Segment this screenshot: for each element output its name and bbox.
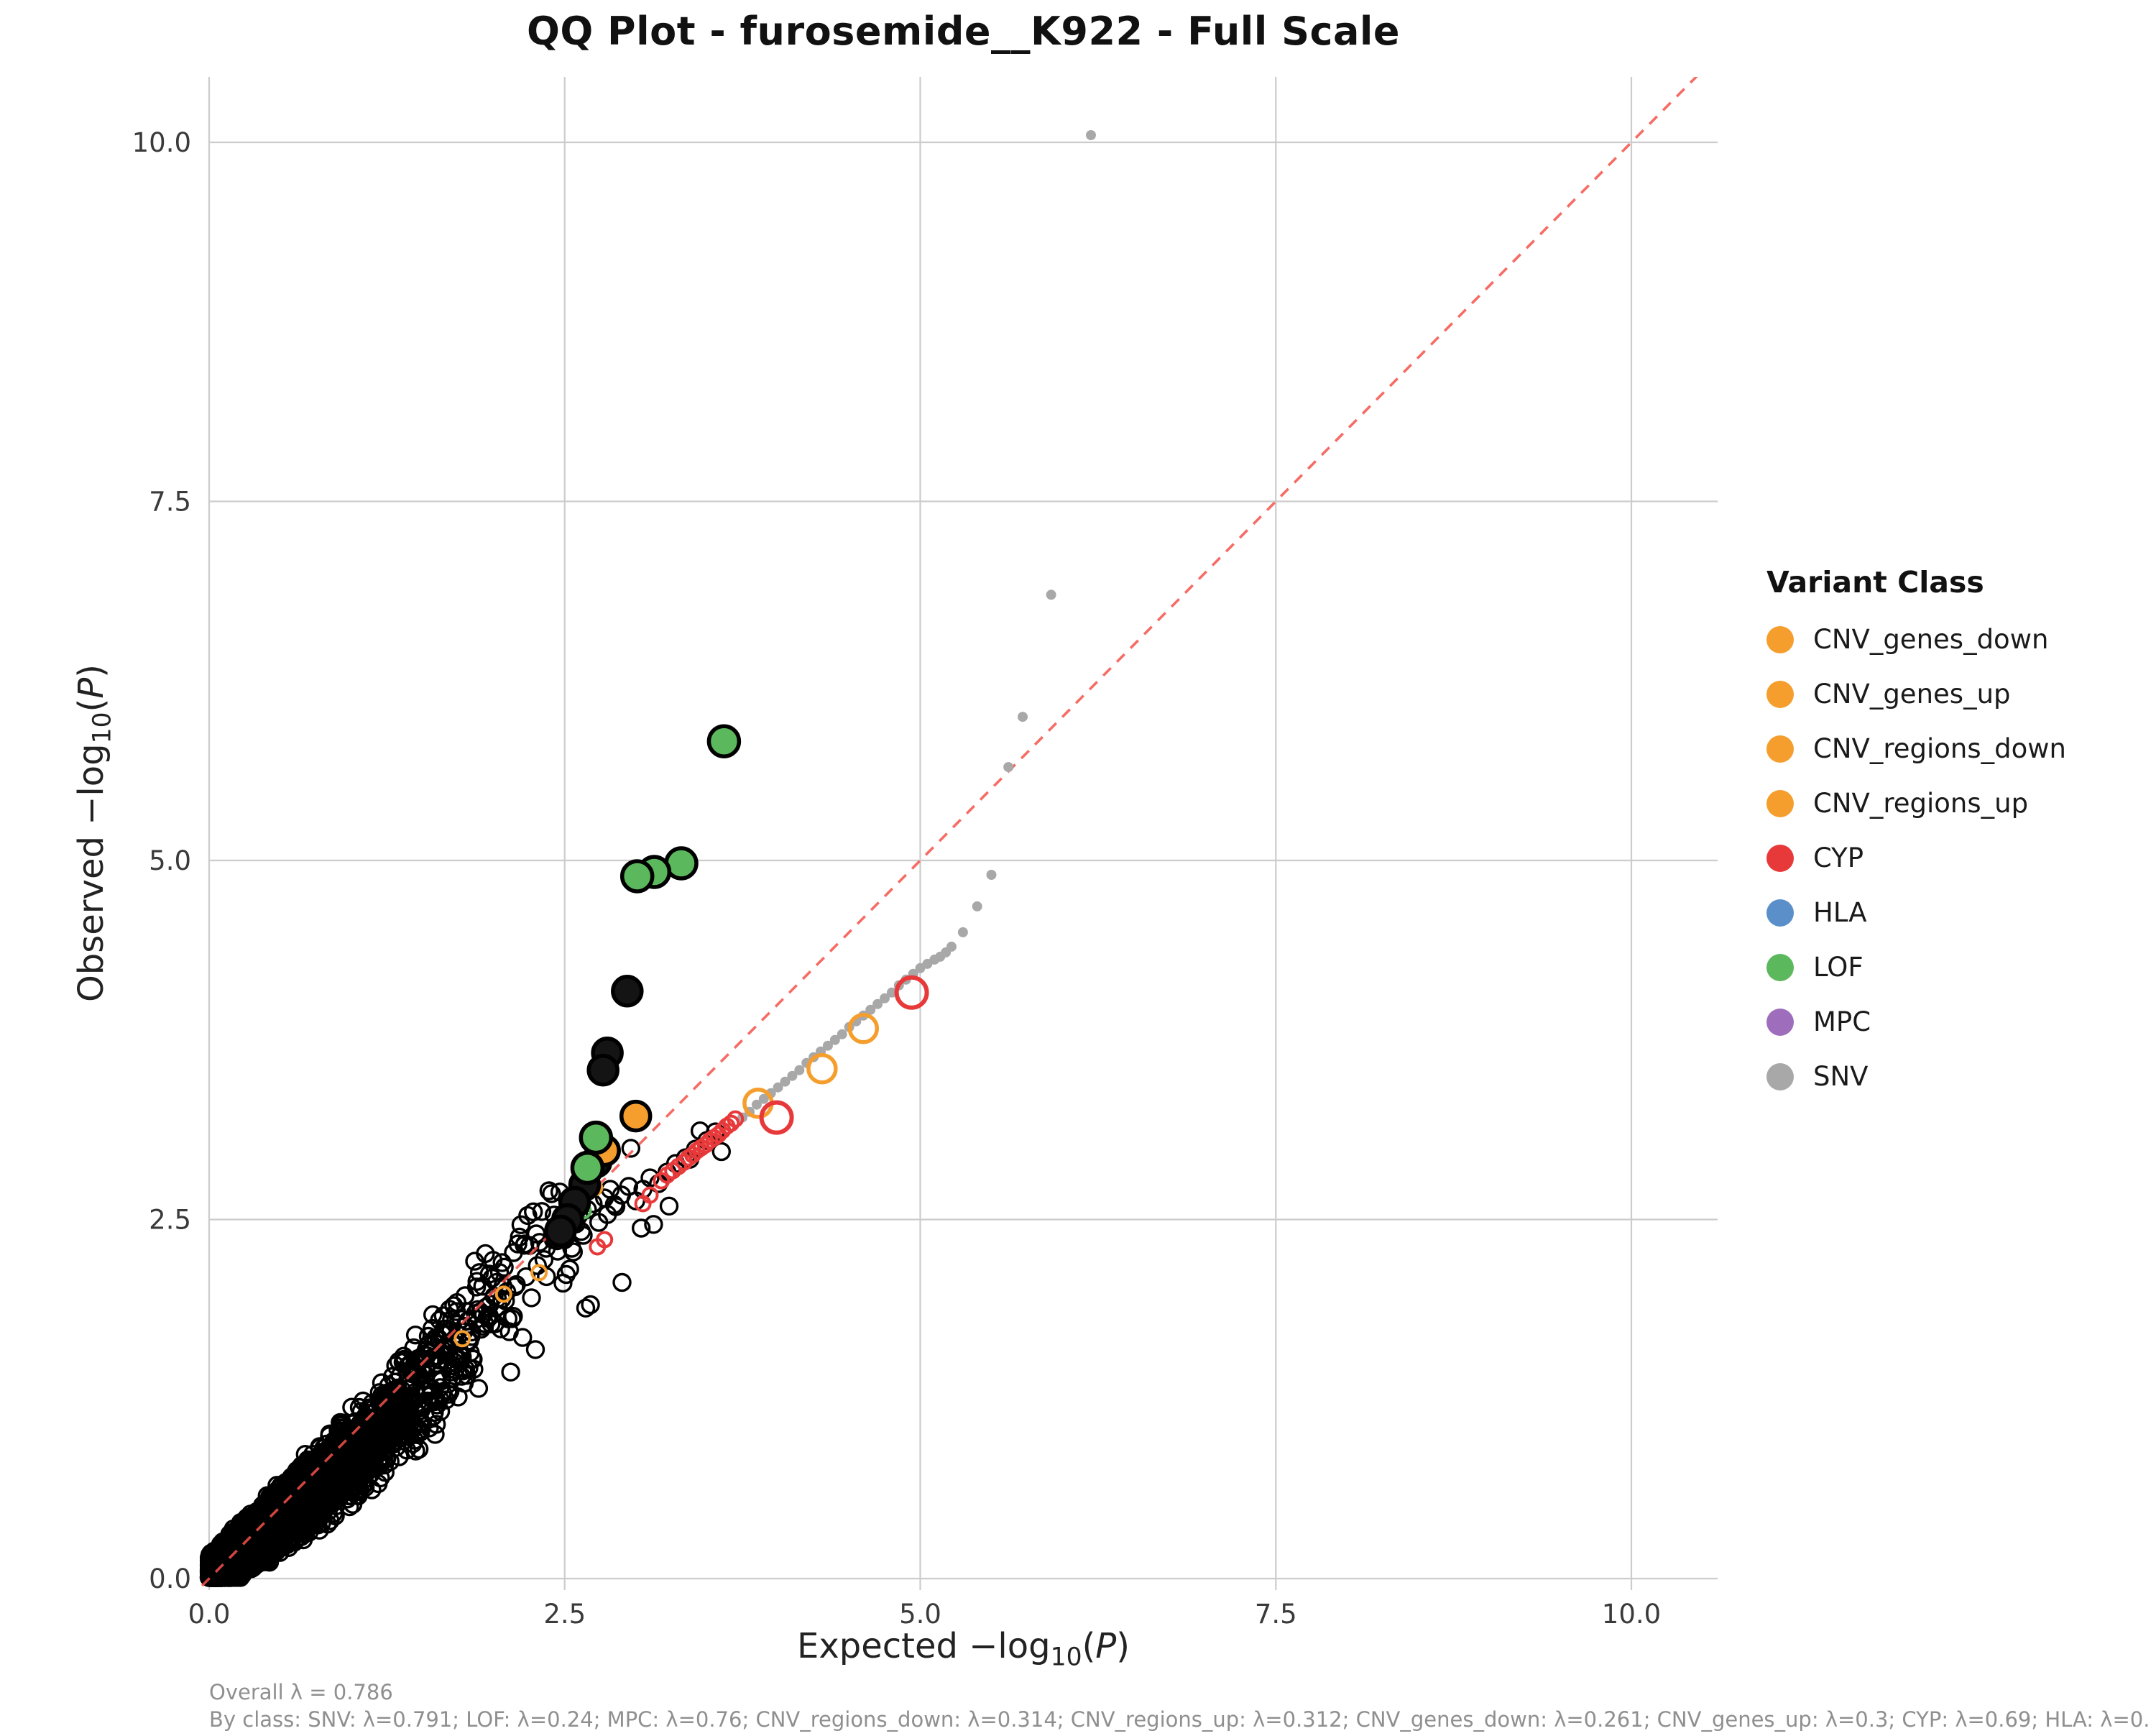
y-tick-label: 10.0: [132, 127, 191, 158]
legend-label: CNV_genes_down: [1813, 624, 2048, 655]
series-highlight_LOF: [572, 726, 739, 1182]
legend-swatch-icon: [1766, 1063, 1794, 1090]
legend-label: CNV_regions_up: [1813, 788, 2028, 819]
legend-item-CNV_regions_up: CNV_regions_up: [1766, 788, 2066, 819]
x-axis-paren-close: ): [1116, 1626, 1130, 1666]
y-axis-paren-open: (: [71, 699, 111, 712]
plot-points: [201, 75, 1699, 1586]
x-axis-label-text: Expected −log: [797, 1626, 1051, 1666]
y-tick-label: 2.5: [149, 1205, 191, 1236]
y-axis-paren-close: ): [71, 664, 111, 678]
series-CYP_outlier_rings: [762, 978, 927, 1133]
legend-item-CNV_regions_down: CNV_regions_down: [1766, 733, 2066, 764]
y-axis-label-text: Observed −log: [71, 743, 111, 1002]
legend-label: HLA: [1813, 897, 1867, 928]
legend-swatch-icon: [1766, 845, 1794, 872]
series-CYP_streak: [590, 1112, 742, 1254]
x-axis-variable: P: [1095, 1626, 1116, 1666]
legend-swatch-icon: [1766, 899, 1794, 927]
footer-by-class-lambda: By class: SNV: λ=0.791; LOF: λ=0.24; MPC…: [209, 1708, 2153, 1732]
legend: Variant Class CNV_genes_down CNV_genes_up…: [1766, 565, 2066, 1116]
x-axis-label-subscript: 10: [1051, 1643, 1082, 1672]
legend-item-HLA: HLA: [1766, 897, 2066, 928]
x-tick-label: 5.0: [899, 1599, 941, 1630]
x-axis-paren-open: (: [1082, 1626, 1096, 1666]
x-tick-label: 2.5: [543, 1599, 586, 1630]
y-axis-label: Observed −log10(P): [71, 574, 116, 1092]
legend-swatch-icon: [1766, 681, 1794, 708]
y-tick-label: 5.0: [149, 845, 191, 876]
legend-title: Variant Class: [1766, 565, 2066, 600]
y-axis-variable: P: [71, 678, 111, 699]
legend-items: CNV_genes_down CNV_genes_up CNV_regions_do…: [1766, 624, 2066, 1092]
legend-label: SNV: [1813, 1061, 1868, 1092]
footer: Overall λ = 0.786 By class: SNV: λ=0.791…: [209, 1681, 2153, 1736]
legend-item-CYP: CYP: [1766, 842, 2066, 873]
y-axis-label-subscript: 10: [88, 712, 117, 743]
legend-label: CNV_genes_up: [1813, 679, 2011, 709]
legend-item-LOF: LOF: [1766, 952, 2066, 983]
legend-swatch-icon: [1766, 790, 1794, 817]
legend-item-CNV_genes_up: CNV_genes_up: [1766, 679, 2066, 709]
legend-item-SNV: SNV: [1766, 1061, 2066, 1092]
series-SNV_trail: [737, 130, 1096, 1123]
y-tick-label: 7.5: [149, 487, 191, 518]
x-tick-label: 7.5: [1255, 1599, 1297, 1630]
legend-swatch-icon: [1766, 735, 1794, 763]
legend-swatch-icon: [1766, 954, 1794, 981]
legend-label: MPC: [1813, 1006, 1871, 1037]
identity-reference-line: [202, 75, 1698, 1586]
legend-swatch-icon: [1766, 1009, 1794, 1036]
x-tick-label: 10.0: [1602, 1599, 1661, 1630]
legend-label: LOF: [1813, 952, 1864, 983]
footer-overall-lambda: Overall λ = 0.786: [209, 1681, 2153, 1704]
x-tick-label: 0.0: [188, 1599, 231, 1630]
legend-label: CYP: [1813, 842, 1864, 873]
legend-swatch-icon: [1766, 626, 1794, 653]
legend-label: CNV_regions_down: [1813, 733, 2066, 764]
y-tick-label: 0.0: [149, 1563, 191, 1594]
x-axis-label: Expected −log10(P): [209, 1626, 1718, 1672]
legend-item-MPC: MPC: [1766, 1006, 2066, 1037]
legend-item-CNV_genes_down: CNV_genes_down: [1766, 624, 2066, 655]
